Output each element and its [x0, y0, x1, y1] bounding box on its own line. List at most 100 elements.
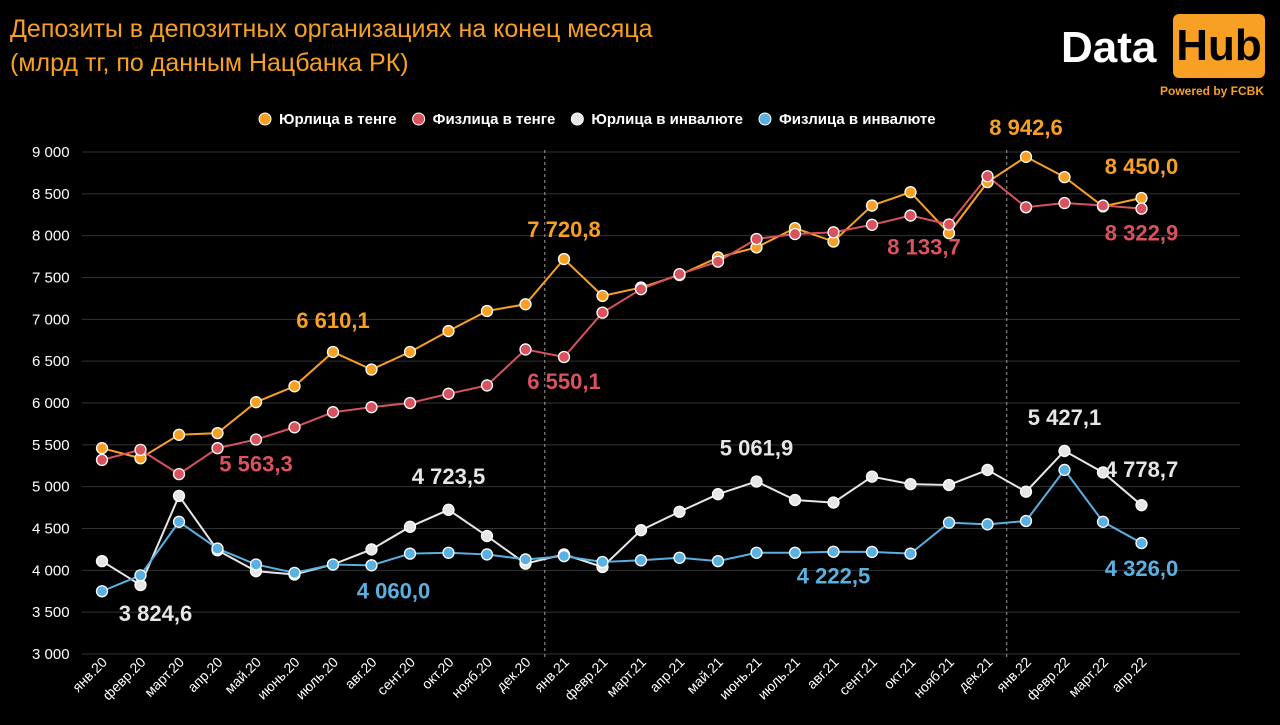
y-tick-label: 5 000 [32, 479, 70, 496]
x-tick-label: нояб.21 [910, 654, 957, 701]
y-tick-label: 6 000 [32, 395, 70, 412]
data-point [1019, 485, 1033, 498]
x-tick-label: апр.21 [646, 654, 688, 696]
data-point [1135, 536, 1148, 550]
data-point [596, 555, 609, 569]
datahub-logo: Data Hub Powered by FCBK [1034, 12, 1265, 102]
data-point [1058, 463, 1071, 477]
series-line-2 [101, 174, 1142, 476]
data-point [249, 396, 263, 409]
data-point [788, 493, 802, 507]
data-point [1096, 466, 1110, 479]
data-point [557, 350, 571, 364]
x-tick-label: март.22 [1065, 654, 1111, 700]
data-point [403, 520, 417, 533]
data-point [711, 255, 725, 268]
x-tick-label: июль.20 [292, 654, 341, 703]
logo-hub-badge: Hub [1173, 14, 1265, 78]
legend-marker-3 [570, 112, 584, 126]
data-label: 8 450,0 [1105, 154, 1178, 179]
data-label: 4 060,0 [357, 578, 430, 603]
data-point [865, 199, 879, 212]
data-point [827, 226, 840, 239]
x-tick-label: нояб.20 [448, 654, 495, 701]
data-point [211, 442, 224, 455]
data-point [365, 559, 378, 572]
data-point [95, 442, 109, 455]
data-point [1058, 444, 1071, 458]
data-point [365, 401, 378, 414]
data-point [326, 406, 340, 419]
data-point [788, 546, 802, 559]
data-point [172, 515, 186, 528]
data-point [1058, 170, 1071, 184]
data-point [1135, 191, 1148, 205]
data-point [981, 170, 994, 183]
data-label: 4 326,0 [1105, 556, 1178, 581]
data-point [865, 470, 879, 483]
data-point [942, 218, 956, 231]
data-point [942, 516, 956, 529]
data-point [211, 426, 224, 440]
x-tick-label: март.21 [603, 654, 649, 700]
data-label: 3 824,6 [119, 601, 192, 626]
data-point [673, 551, 686, 564]
legend-marker-4 [758, 112, 772, 126]
data-point [326, 558, 340, 571]
data-point [95, 453, 109, 467]
data-point [750, 546, 763, 559]
y-tick-label: 3 500 [32, 604, 70, 621]
data-point [634, 554, 648, 567]
data-point [904, 186, 917, 199]
x-tick-label: февр.21 [561, 654, 611, 704]
data-label: 4 723,5 [412, 464, 485, 489]
data-label: 5 061,9 [720, 435, 793, 460]
data-point [827, 496, 840, 509]
data-point [1019, 514, 1033, 528]
y-tick-label: 6 500 [32, 353, 70, 370]
data-point [981, 518, 994, 531]
data-point [1019, 201, 1033, 214]
data-point [134, 569, 147, 582]
data-point [403, 396, 417, 410]
data-label: 6 550,1 [527, 369, 600, 394]
data-point [95, 554, 109, 568]
title-line-2: (млрд тг, по данным Нацбанка РК) [10, 49, 409, 77]
data-point [1058, 196, 1071, 210]
data-point [442, 387, 455, 400]
data-point [904, 478, 917, 491]
x-tick-label: июль.21 [754, 654, 803, 703]
x-tick-label: сент.21 [836, 654, 881, 699]
legend-marker-1 [258, 112, 272, 126]
series-line-1 [101, 155, 1142, 460]
data-point [634, 283, 648, 296]
data-point [904, 209, 917, 222]
y-tick-label: 9 000 [32, 144, 70, 161]
y-tick-label: 4 000 [32, 562, 70, 579]
logo-data-text: Data [1061, 23, 1157, 72]
data-point [1135, 499, 1148, 512]
data-point [365, 363, 378, 376]
data-point [865, 218, 879, 231]
data-point [403, 547, 417, 560]
y-tick-label: 4 500 [32, 521, 70, 538]
data-point [1096, 515, 1110, 528]
y-tick-label: 7 500 [32, 270, 70, 287]
legend-label-2: Физлица в тенге [433, 111, 556, 128]
data-point [942, 478, 956, 492]
x-tick-label: сент.20 [374, 654, 419, 699]
data-point [172, 428, 186, 441]
y-tick-label: 8 500 [32, 186, 70, 203]
legend-label-1: Юрлица в тенге [279, 111, 397, 128]
data-point [596, 289, 609, 303]
data-label: 7 720,8 [527, 217, 600, 242]
data-label: 8 322,9 [1105, 221, 1178, 246]
data-point [634, 524, 648, 537]
data-point [480, 379, 494, 392]
x-tick-label: март.20 [141, 654, 187, 700]
data-point [249, 433, 263, 446]
legend-label-3: Юрлица в инвалюте [591, 111, 743, 128]
data-point [134, 443, 147, 457]
data-label: 4 222,5 [797, 564, 870, 589]
data-label: 4 778,7 [1105, 457, 1178, 482]
